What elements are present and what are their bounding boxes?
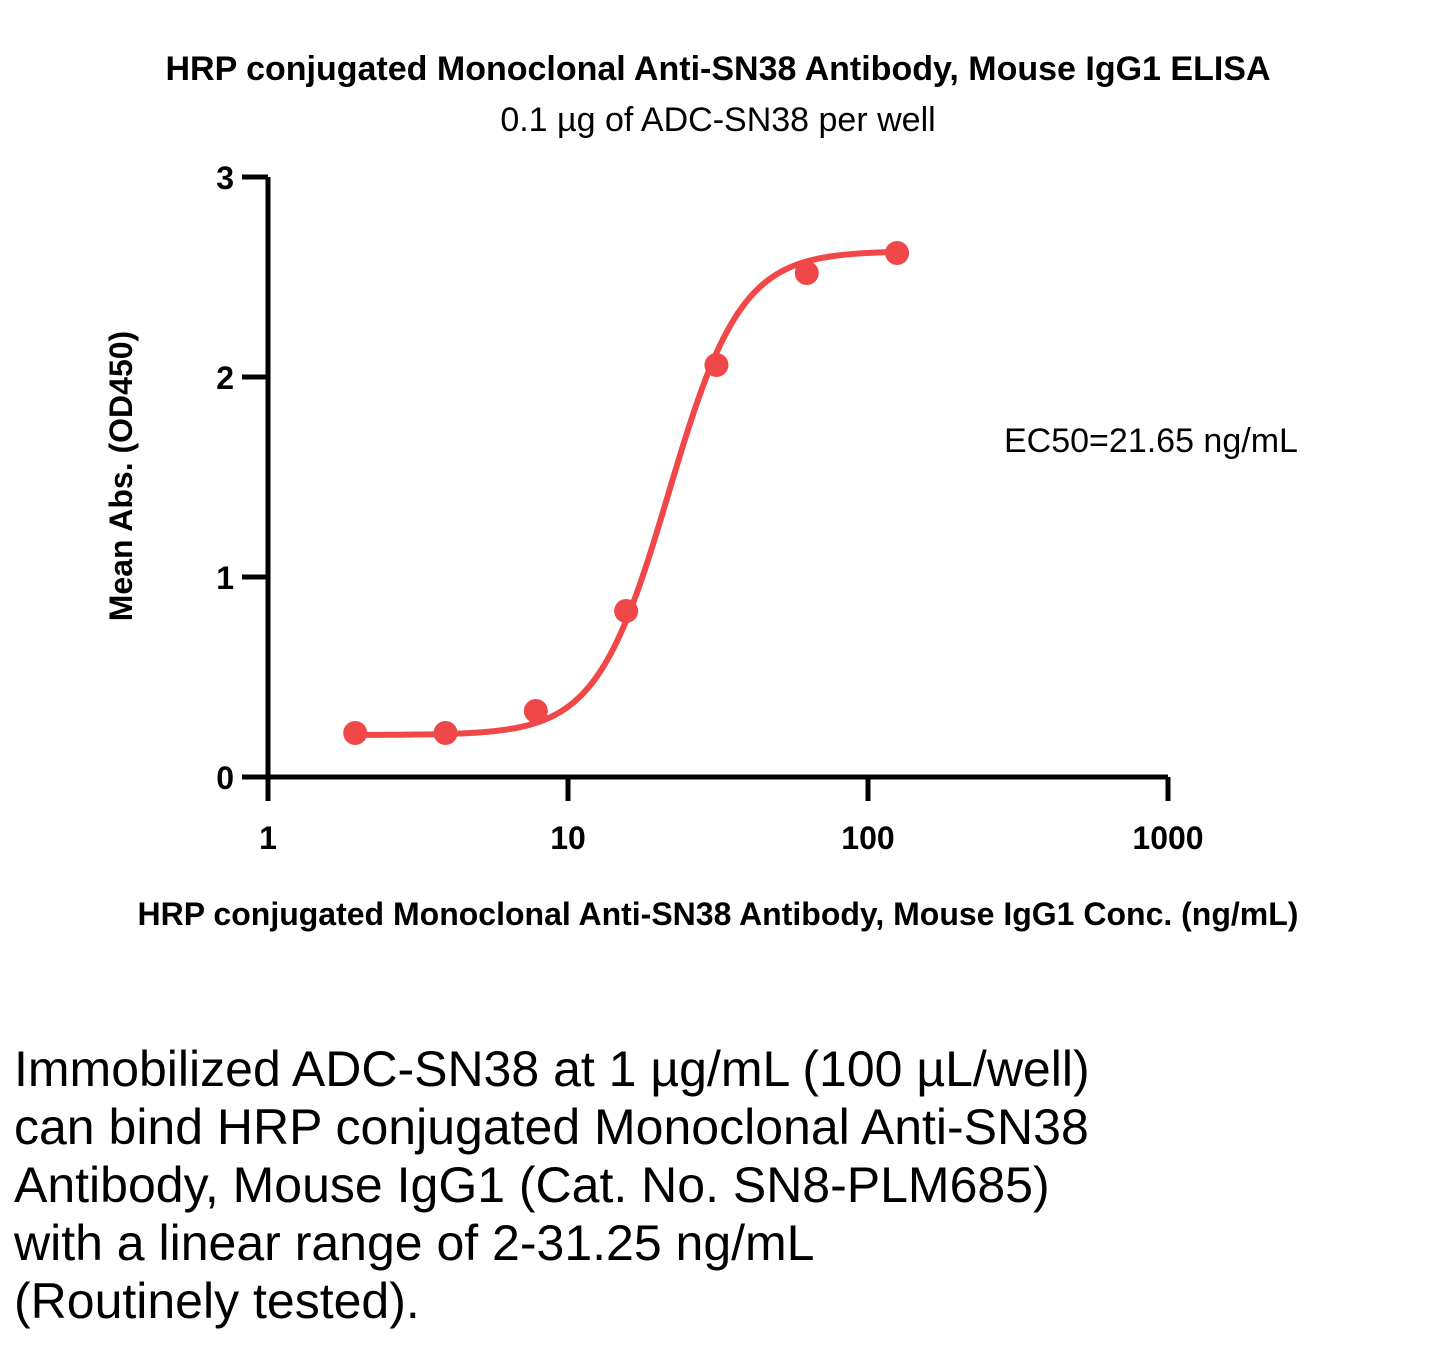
data-point bbox=[794, 261, 819, 285]
x-tick-label: 1000 bbox=[1132, 820, 1203, 856]
chart: HRP conjugated Monoclonal Anti-SN38 Anti… bbox=[103, 50, 1299, 932]
y-tick-label: 3 bbox=[216, 160, 234, 196]
y-tick-label: 0 bbox=[216, 760, 234, 796]
y-axis-label: Mean Abs. (OD450) bbox=[103, 331, 139, 621]
x-tick-label: 10 bbox=[550, 820, 586, 856]
y-tick-label: 2 bbox=[216, 360, 234, 396]
data-point bbox=[885, 241, 910, 265]
x-tick-label: 1 bbox=[259, 820, 277, 856]
data-point bbox=[704, 353, 729, 377]
data-point bbox=[433, 721, 458, 745]
fit-curve-group bbox=[352, 248, 901, 738]
y-tick-label: 1 bbox=[216, 560, 234, 596]
data-point bbox=[523, 699, 548, 723]
x-axis-label: HRP conjugated Monoclonal Anti-SN38 Anti… bbox=[138, 896, 1299, 932]
axes bbox=[265, 177, 1168, 780]
chart-subtitle: 0.1 µg of ADC-SN38 per well bbox=[500, 101, 935, 139]
x-tick-label: 100 bbox=[841, 820, 894, 856]
ec50-annotation: EC50=21.65 ng/mL bbox=[1004, 422, 1298, 460]
caption-text: Immobilized ADC-SN38 at 1 µg/mL (100 µL/… bbox=[14, 1041, 1090, 1329]
data-point bbox=[343, 721, 368, 745]
fit-curve bbox=[352, 248, 901, 738]
data-points bbox=[343, 241, 910, 745]
chart-title: HRP conjugated Monoclonal Anti-SN38 Anti… bbox=[165, 50, 1270, 88]
data-point bbox=[614, 599, 639, 623]
